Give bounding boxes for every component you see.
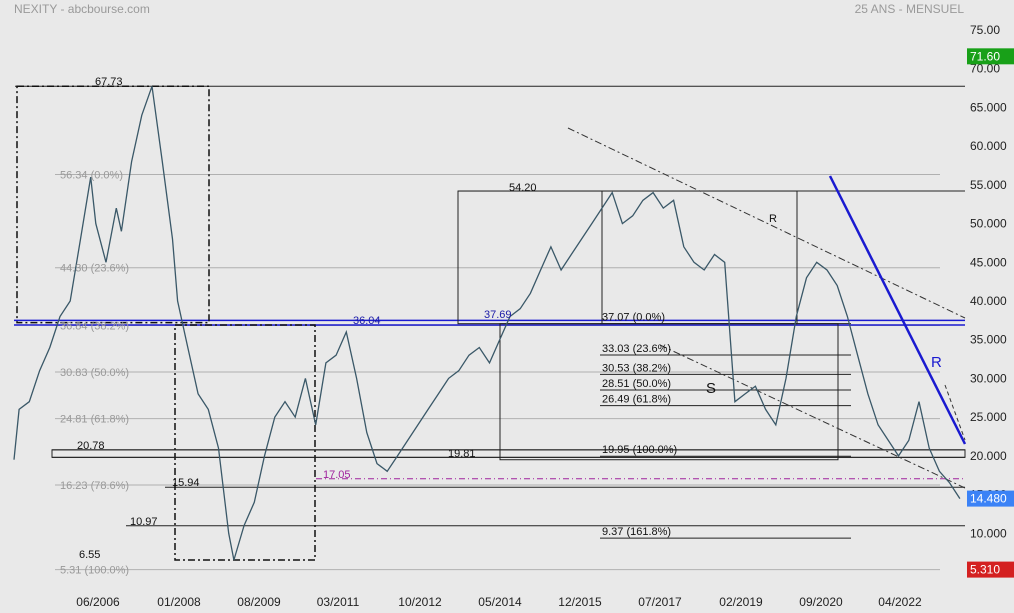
x-tick-label: 05/2014 [478,595,522,609]
price-badge-label: 71.60 [970,49,1000,63]
fib-left-label: 5.31 (100.0%) [60,565,129,577]
chart-title: NEXITY - abcbourse.com [14,2,150,16]
x-tick-label: 01/2008 [157,595,201,609]
downtrend-line-upper [567,127,966,319]
price-badge [967,490,1014,507]
y-tick-label: 70.00 [970,62,1000,76]
resistance-label-blue: R [931,354,942,371]
short-trend-line [944,384,966,441]
y-tick-label: 10.000 [970,526,1007,540]
dashdot-box-top [16,85,210,324]
y-tick-label: 65.000 [970,100,1007,114]
price-label: 19.81 [448,448,476,460]
y-tick-label: 75.00 [970,23,1000,37]
fib-left-label: 30.83 (50.0%) [60,367,129,379]
range-box-bottom [499,323,839,461]
y-tick-label: 25.000 [970,410,1007,424]
price-label: 20.78 [77,440,105,452]
annotation-shapes-layer [14,85,967,561]
y-tick-label: 35.000 [970,333,1007,347]
range-box-top [457,190,798,325]
chart-period: 25 ANS - MENSUEL [855,2,965,16]
y-tick-label: 30.000 [970,371,1007,385]
x-tick-label: 09/2020 [799,595,843,609]
fib-left-label: 36.84 (38.2%) [60,320,129,332]
x-tick-label: 06/2006 [76,595,120,609]
support-label: S [706,380,716,397]
axis-layer: 5.00010.00015.00020.00025.00030.00035.00… [76,23,1014,609]
annotation-labels-layer: 56.34 (0.0%) 44.30 (23.6%) 36.84 (38.2%) 30… [60,76,942,577]
price-label: 54.20 [509,182,537,194]
fib-right-label: 33.03 (23.6%) [602,343,671,355]
grid-layer [55,173,940,571]
y-tick-label: 40.000 [970,294,1007,308]
fib-left-label: 16.23 (78.6%) [60,480,129,492]
price-label: 17.05 [323,469,351,481]
y-tick-label: 45.000 [970,255,1007,269]
price-line [13,86,961,561]
x-tick-label: 08/2009 [237,595,281,609]
fib-right-label: 28.51 (50.0%) [602,378,671,390]
x-tick-label: 04/2022 [878,595,922,609]
price-series-layer [13,86,961,561]
x-tick-label: 12/2015 [558,595,602,609]
price-label: 15.94 [172,477,200,489]
y-tick-label: 20.000 [970,449,1007,463]
x-tick-label: 07/2017 [638,595,682,609]
fib-right-label: 37.07 (0.0%) [602,312,665,324]
y-tick-label: 60.000 [970,139,1007,153]
price-badge [967,561,1014,578]
fib-right-label: 9.37 (161.8%) [602,526,671,538]
fib-left-label: 44.30 (23.6%) [60,263,129,275]
y-tick-label: 50.000 [970,217,1007,231]
fib-left-label: 56.34 (0.0%) [60,169,123,181]
price-label: 37.69 [484,309,512,321]
dashdot-box-bottom [174,324,316,561]
price-badge [967,48,1014,65]
x-tick-label: 02/2019 [719,595,763,609]
x-tick-label: 10/2012 [398,595,442,609]
price-badge-label: 14.480 [970,492,1007,506]
price-badge-label: 5.310 [970,563,1000,577]
downtrend-line-lower [659,344,966,489]
fib-left-label: 24.81 (61.8%) [60,414,129,426]
price-label: 6.55 [79,549,100,561]
price-label: 10.97 [130,516,158,528]
support-band-box [51,449,966,458]
fib-right-label: 19.95 (100.0%) [602,444,677,456]
price-label: 67.73 [95,76,123,88]
y-tick-label: 55.000 [970,178,1007,192]
x-tick-label: 03/2011 [317,595,360,609]
resistance-label-small: R [769,213,777,225]
price-label: 36.04 [353,315,381,327]
fib-right-label: 30.53 (38.2%) [602,362,671,374]
blue-downtrend-line [828,175,967,445]
fib-right-label: 26.49 (61.8%) [602,394,671,406]
